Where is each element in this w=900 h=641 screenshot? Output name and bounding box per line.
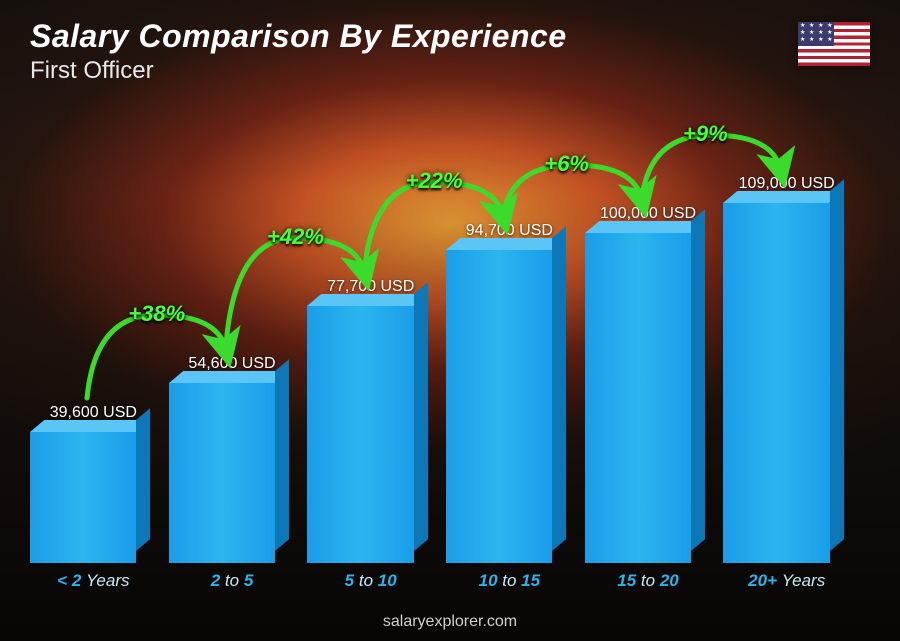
page-subtitle: First Officer	[30, 57, 870, 85]
salary-bar-chart: 39,600 USD< 2 Years54,600 USD2 to 577,70…	[30, 110, 850, 593]
page-title: Salary Comparison By Experience	[30, 18, 870, 55]
us-flag-icon	[798, 22, 870, 66]
pct-increase-label: +6%	[544, 151, 589, 177]
pct-increase-label: +38%	[128, 301, 185, 327]
pct-increase-label: +42%	[267, 224, 324, 250]
pct-increase-label: +9%	[683, 121, 728, 147]
pct-labels-layer: +38% +42% +22% +6% +9%	[30, 110, 850, 593]
footer-credit: salaryexplorer.com	[0, 613, 900, 631]
header: Salary Comparison By Experience First Of…	[30, 18, 870, 85]
pct-increase-label: +22%	[406, 168, 463, 194]
